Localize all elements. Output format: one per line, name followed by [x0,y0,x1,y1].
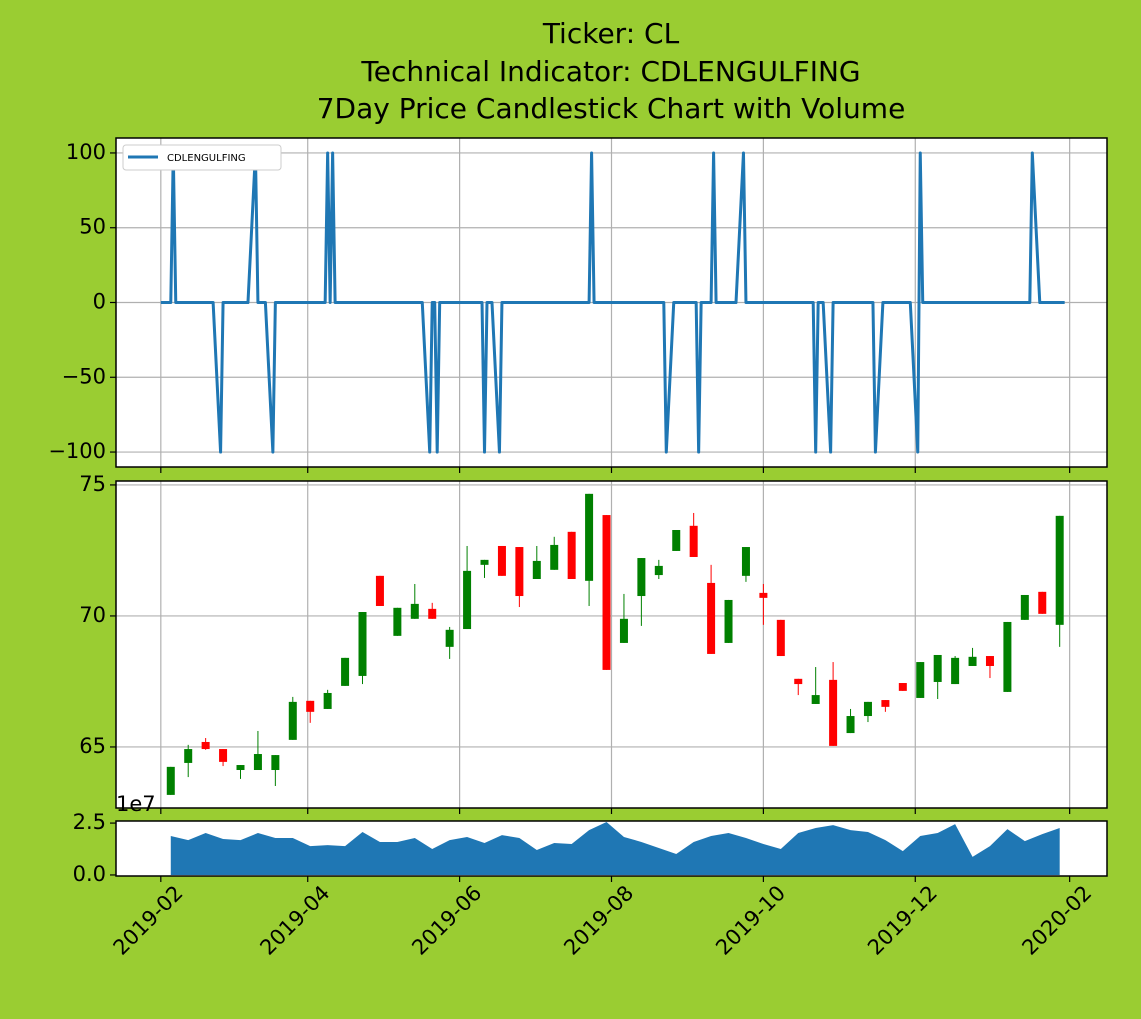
candle-body [672,529,681,551]
x-tick-label: 2019-12 [863,881,942,960]
candle-body [532,560,541,579]
candle-body [846,716,855,734]
y-offset-text: 1e7 [116,792,156,816]
y-tick-label: 70 [79,603,106,627]
candle-body [602,515,611,670]
candle-body [898,683,907,691]
candle-body [497,545,506,576]
volume-area [170,822,1060,875]
candle-body [759,592,768,598]
candle-body [881,700,890,707]
y-tick-label: 100 [66,140,106,164]
title-line: Ticker: CL [542,17,680,50]
axes-frame [115,137,1108,468]
axes-frame [115,480,1108,809]
candle-body [689,525,698,557]
indicator-line [160,151,1065,454]
y-tick-label: 0 [93,290,106,314]
legend-box [122,144,282,171]
candle-body [306,700,315,712]
candle-body [463,570,472,630]
candle-body [811,695,820,704]
candle-body [741,547,750,576]
legend-label: CDLENGULFING [167,153,246,164]
title-line: 7Day Price Candlestick Chart with Volume [317,92,906,125]
candle-body [480,559,489,565]
candle-body [375,575,384,606]
x-tick-label: 2019-04 [255,881,334,960]
candle-body [707,582,716,654]
candle-body [445,629,454,647]
y-tick-label: 0.0 [73,862,106,886]
candle-body [393,607,402,636]
candle-body [341,657,350,686]
candle-body [619,618,628,643]
candle-body [724,599,733,643]
candle-body [585,493,594,581]
candle-body [288,701,297,740]
x-tick-label: 2020-02 [1017,881,1096,960]
candle-body [933,654,942,682]
candle-body [1003,621,1012,692]
candle-body [829,679,838,746]
y-tick-label: 2.5 [73,810,106,834]
candle-body [236,765,245,771]
candle-body [654,565,663,576]
candle-body [253,754,262,771]
x-tick-label: 2019-08 [559,881,638,960]
candle-body [1055,515,1064,625]
candle-body [985,656,994,666]
candle-body [515,547,524,597]
candle-body [968,656,977,666]
candle-body [219,749,228,762]
y-tick-label: 50 [79,215,106,239]
title-line: Technical Indicator: CDLENGULFING [360,55,860,88]
candle-body [271,755,280,771]
candle-body [410,603,419,619]
candle-body [428,608,437,619]
candle-body [166,766,175,795]
candle-body [776,619,785,657]
candle-body [201,741,210,750]
x-tick-label: 2019-10 [711,881,790,960]
candle-body [1038,591,1047,614]
candle-body [567,531,576,579]
axes-frame [115,820,1108,877]
candle-body [916,662,925,698]
y-tick-label: −50 [62,364,106,388]
x-tick-label: 2019-02 [109,881,188,960]
x-tick-label: 2019-06 [407,881,486,960]
y-tick-label: 75 [79,472,106,496]
candle-body [323,692,332,709]
y-tick-label: 65 [79,734,106,758]
candle-body [794,678,803,685]
candle-body [637,558,646,597]
candle-body [863,701,872,717]
candle-body [184,749,193,763]
candle-body [550,544,559,570]
candle-body [1020,594,1029,620]
candle-body [951,657,960,685]
y-tick-label: −100 [48,439,106,463]
candle-body [358,612,367,676]
